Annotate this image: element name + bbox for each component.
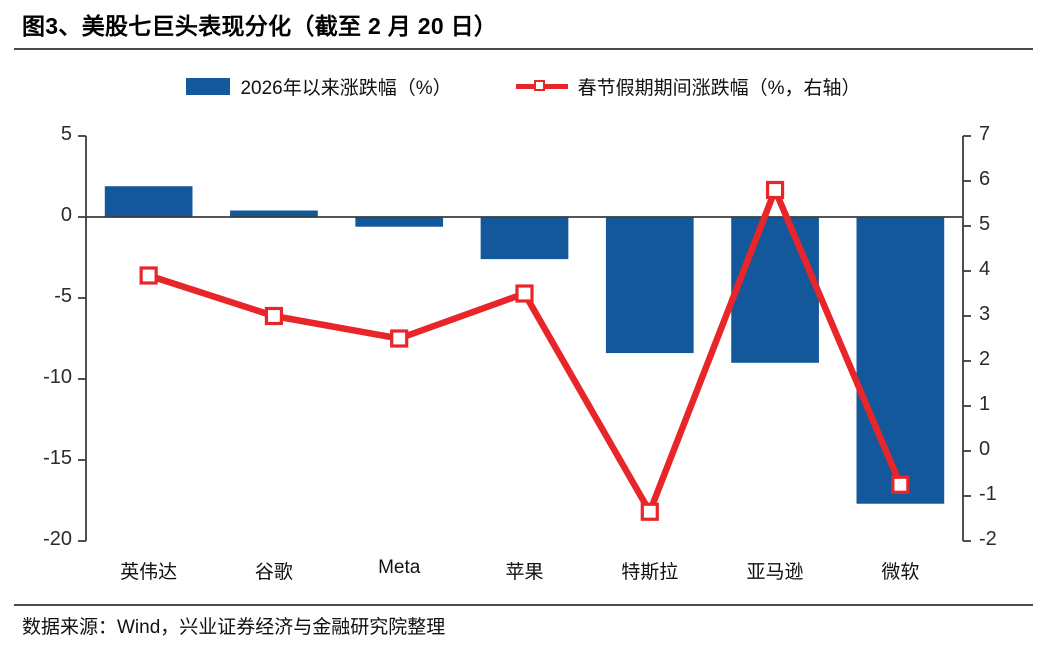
left-axis-label: -20 <box>43 528 72 550</box>
right-axis-label: 1 <box>979 393 991 415</box>
line-marker-6 <box>891 475 910 494</box>
legend-line-swatch-icon <box>515 78 568 95</box>
legend-line-label: 春节假期期间涨跌幅（%，右轴） <box>577 77 861 99</box>
left-axis-label: -15 <box>43 447 72 469</box>
right-axis-label: -2 <box>979 528 997 550</box>
left-axis-label: -10 <box>43 366 72 388</box>
right-axis-label: 4 <box>979 258 991 280</box>
left-axis-label: -5 <box>54 285 72 307</box>
bar-1 <box>230 210 318 217</box>
legend-item-line: 春节假期期间涨跌幅（%，右轴） <box>515 73 861 100</box>
category-label-3: 苹果 <box>505 562 544 583</box>
bar-5 <box>731 217 819 363</box>
right-axis-label: 6 <box>979 168 991 190</box>
bar-4 <box>605 217 694 354</box>
category-label-0: 英伟达 <box>120 562 178 583</box>
line-marker-1 <box>264 306 284 326</box>
line-marker-5 <box>765 180 785 200</box>
line-marker-0 <box>139 266 158 285</box>
legend-bar-swatch-icon <box>186 77 231 95</box>
page-title: 图3、美股七巨头表现分化（截至 2 月 20 日） <box>22 13 498 39</box>
category-label-6: 微软 <box>881 562 920 583</box>
title-divider <box>14 48 1033 50</box>
left-axis-label: 0 <box>60 204 72 226</box>
category-label-4: 特斯拉 <box>621 562 679 583</box>
figure-title-bar: 图3、美股七巨头表现分化（截至 2 月 20 日） <box>0 0 1047 48</box>
right-axis-label: 2 <box>979 348 991 370</box>
right-axis-label: 0 <box>979 438 991 460</box>
chart-legend: 2026年以来涨跌幅（%） 春节假期期间涨跌幅（%，右轴） <box>0 66 1047 106</box>
right-axis-label: -1 <box>979 483 997 505</box>
footer-divider <box>14 604 1033 606</box>
line-marker-3 <box>515 284 534 303</box>
bar-3 <box>480 217 569 260</box>
right-axis-label: 7 <box>979 123 991 145</box>
line-marker-2 <box>390 329 409 348</box>
line-marker-4 <box>640 502 659 521</box>
category-label-5: 亚马逊 <box>746 562 804 583</box>
source-note: 数据来源：Wind，兴业证券经济与金融研究院整理 <box>22 617 446 638</box>
category-label-1: 谷歌 <box>254 562 293 583</box>
category-label-2: Meta <box>378 557 421 578</box>
legend-bar-label: 2026年以来涨跌幅（%） <box>240 77 452 99</box>
bar-6 <box>856 217 945 504</box>
right-axis-label: 3 <box>979 303 991 325</box>
bar-2 <box>355 217 444 227</box>
legend-item-bar: 2026年以来涨跌幅（%） <box>186 73 452 100</box>
right-axis-label: 5 <box>979 213 991 235</box>
left-axis-label: 5 <box>60 123 72 145</box>
line-series-path <box>145 186 904 515</box>
bar-0 <box>104 186 193 217</box>
